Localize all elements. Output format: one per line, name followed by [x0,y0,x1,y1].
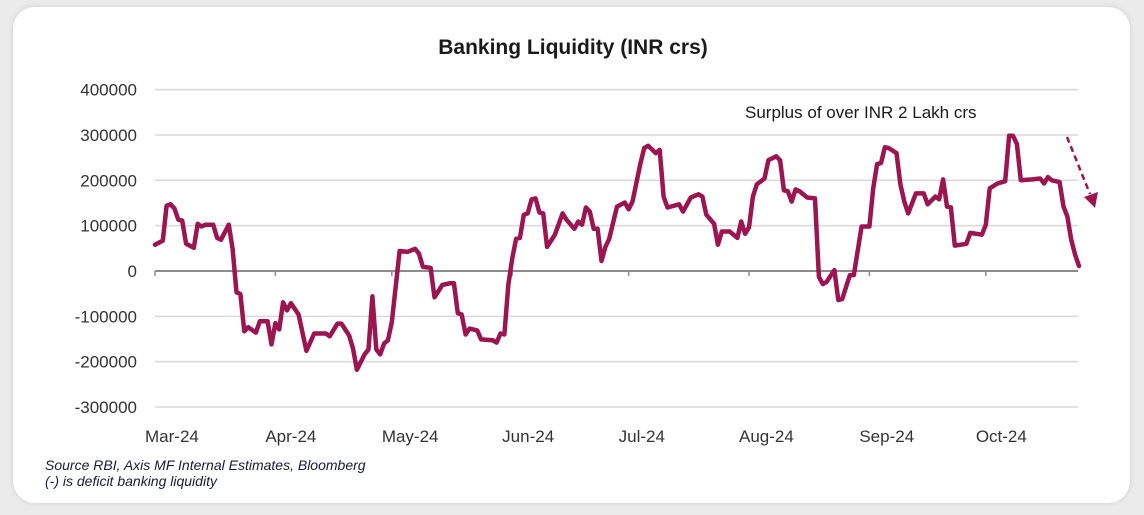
chart-title: Banking Liquidity (INR crs) [438,36,708,59]
y-tick-label: 0 [128,262,137,281]
x-tick-label: Apr-24 [265,427,316,446]
x-tick-label: Oct-24 [976,427,1027,446]
x-tick-label: Aug-24 [739,427,794,446]
y-tick-label: -100000 [75,307,137,326]
arrowhead-icon [1084,192,1098,208]
y-tick-label: 100000 [80,217,137,236]
footnote-source: Source RBI, Axis MF Internal Estimates, … [45,457,366,473]
x-tick-label: May-24 [382,427,439,446]
y-tick-label: -300000 [75,398,137,417]
annotation-surplus: Surplus of over INR 2 Lakh crs [745,103,976,122]
arrow-dashed [1065,136,1092,195]
y-tick-label: 400000 [80,81,137,100]
y-tick-label: 300000 [80,126,137,145]
series-line [152,133,1082,373]
x-tick-label: Mar-24 [145,427,199,446]
footnote-note: (-) is deficit banking liquidity [45,473,217,489]
y-tick-label: -200000 [75,353,137,372]
x-tick-label: Jun-24 [502,427,554,446]
x-tick-label: Jul-24 [619,427,665,446]
x-tick-label: Sep-24 [859,427,914,446]
y-tick-label: 200000 [80,171,137,190]
